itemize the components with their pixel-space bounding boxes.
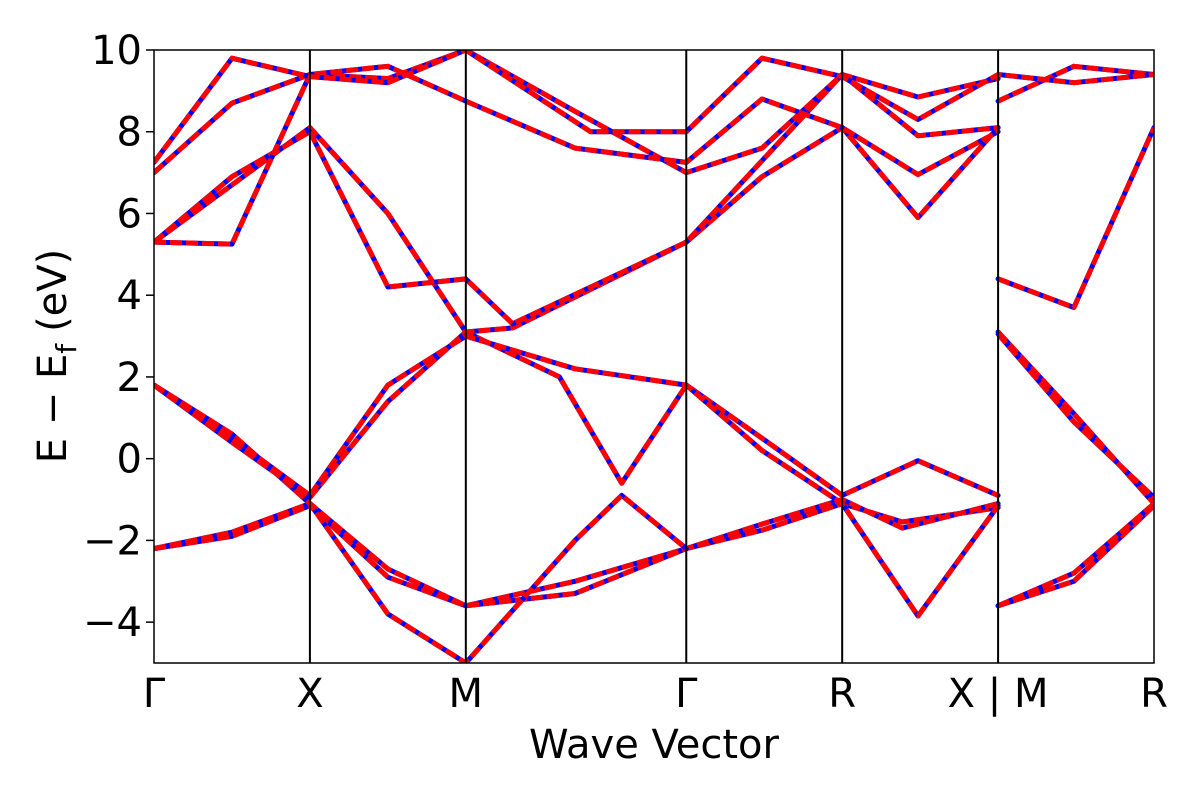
band-2-segment-0-blue <box>154 382 689 663</box>
band-4-segment-1-red <box>996 332 1154 500</box>
y-axis-title: E − Ef (eV) <box>30 249 83 464</box>
x-axis-title: Wave Vector <box>529 722 780 768</box>
y-tick-label-2: 0 <box>117 437 142 483</box>
band-1-segment-1-blue <box>995 501 1154 609</box>
x-tick-label-2: M <box>449 671 484 717</box>
x-tick-label-1: X <box>296 671 323 717</box>
plot-frame <box>153 49 1155 664</box>
band-8-segment-0-red <box>154 63 1000 178</box>
y-tick-label-6: 8 <box>117 110 142 156</box>
band-8-segment-1-red <box>997 63 1154 104</box>
x-tick-label-4: R <box>828 671 856 717</box>
y-tick-label-5: 6 <box>117 191 142 237</box>
x-tick-label-0: Γ <box>143 671 166 717</box>
y-axis-title-main: E − E <box>30 354 76 464</box>
band-1-segment-0-red <box>154 497 999 609</box>
band-7-segment-0-red <box>154 50 999 247</box>
y-tick-label-3: 2 <box>117 355 142 401</box>
y-axis-ticks: −4 −2 0 2 4 6 8 10 <box>83 28 154 646</box>
y-tick-label-4: 4 <box>117 273 142 319</box>
band-7-segment-1-blue <box>995 125 1154 310</box>
band-0-segment-1-red <box>997 503 1154 609</box>
band-7-segment-1-red <box>997 126 1154 310</box>
high-symmetry-lines <box>308 50 1000 663</box>
band-3-segment-1-red <box>996 330 1154 506</box>
band-5-segment-0-blue <box>154 125 1001 335</box>
y-axis-title-unit: (eV) <box>30 249 76 332</box>
y-tick-label-0: −4 <box>83 600 142 646</box>
x-tick-label-3: Γ <box>675 671 698 717</box>
band-9-segment-0-red <box>154 50 1154 164</box>
y-tick-label-1: −2 <box>83 518 142 564</box>
band-5-segment-0-red <box>154 125 1000 335</box>
band-9-segment-0-blue <box>154 50 1154 165</box>
y-axis-title-subscript: f <box>50 343 83 354</box>
band-lines <box>154 50 1154 663</box>
band-4-segment-0-red <box>154 333 1001 619</box>
x-tick-label-5: X | M <box>948 671 1049 717</box>
y-tick-label-7: 10 <box>91 28 142 74</box>
x-axis-ticks: Γ X M Γ R X | M R <box>143 671 1168 717</box>
x-tick-label-6: R <box>1140 671 1168 717</box>
band-1-segment-1-red <box>997 501 1154 609</box>
band-2-segment-0-red <box>154 382 688 663</box>
